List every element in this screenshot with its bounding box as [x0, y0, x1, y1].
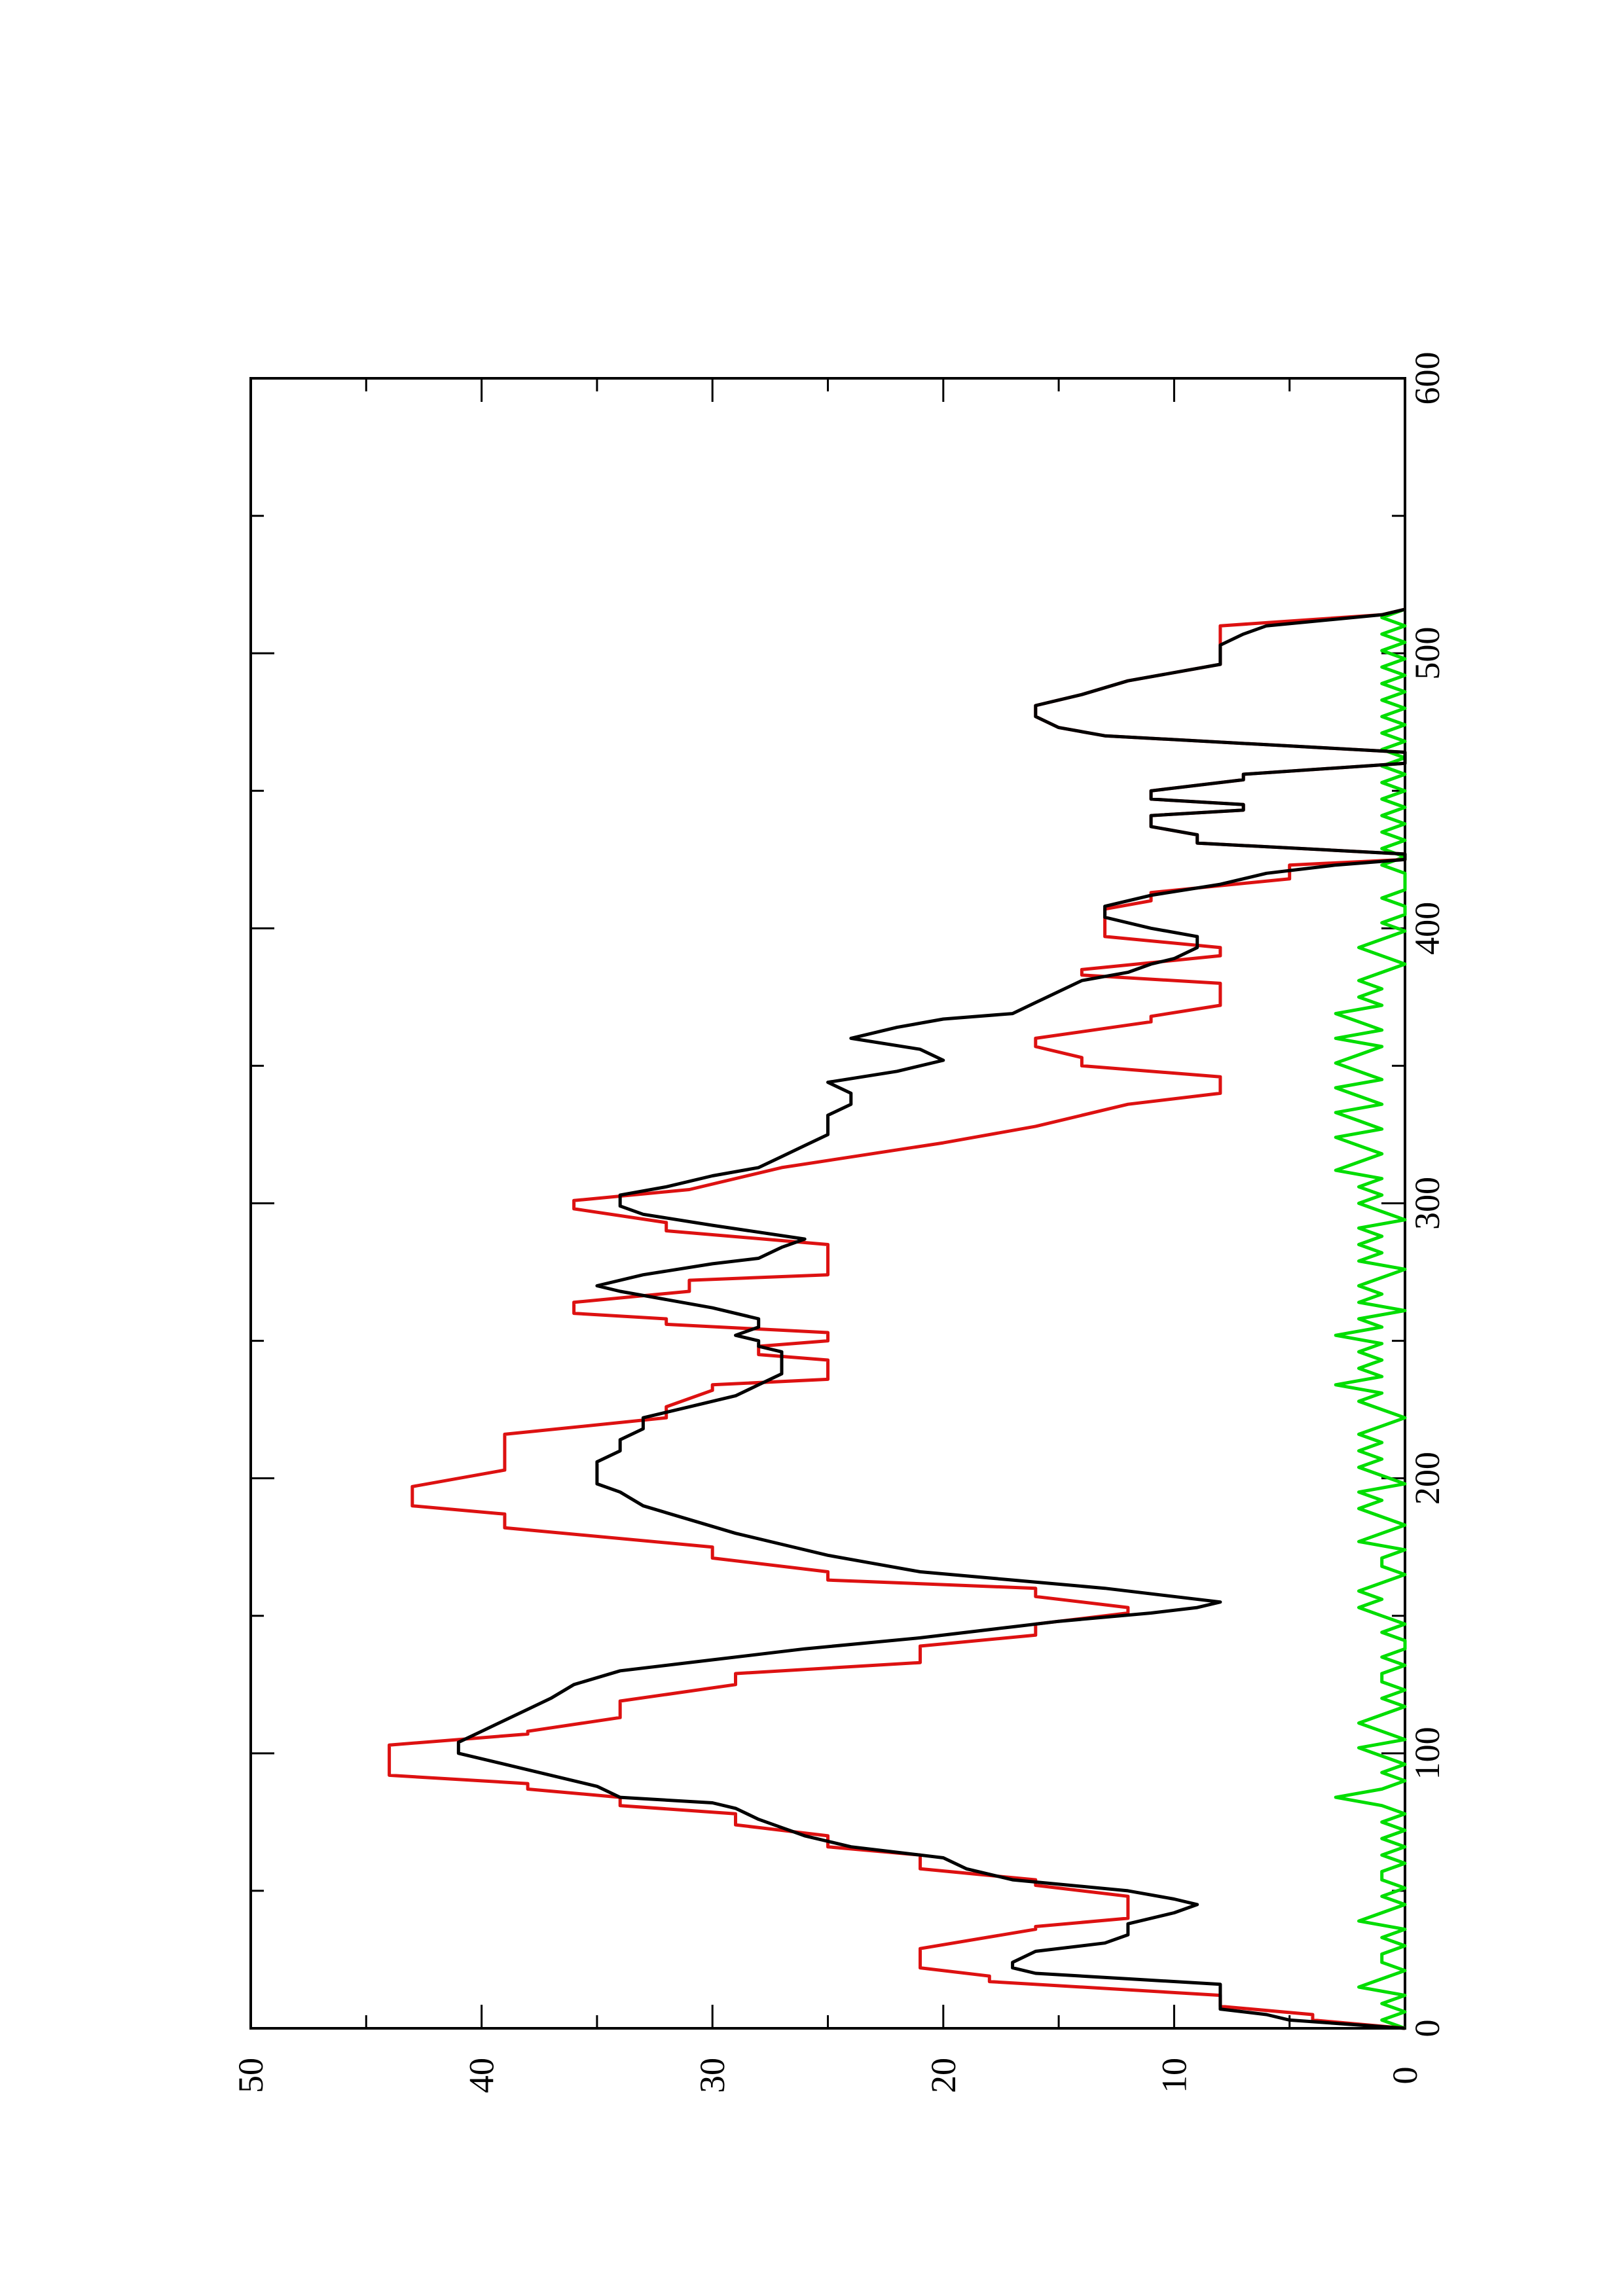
y-tick-label: 30	[693, 2058, 732, 2093]
series-line-2	[1334, 607, 1407, 2030]
y-tick-label: 0	[1385, 2067, 1425, 2085]
series-line-0	[388, 607, 1407, 2030]
x-tick-label: 300	[1408, 1177, 1447, 1230]
y-tick-label: 50	[231, 2058, 270, 2093]
axis-tick-labels: 0 100 200 300 400 500 600 0 10 20 30 40 50	[231, 352, 1447, 2094]
series-line-1	[456, 607, 1407, 2030]
series-layer	[388, 607, 1407, 2030]
y-tick-label: 40	[462, 2058, 501, 2093]
x-tick-label: 600	[1408, 352, 1447, 405]
y-tick-label: 10	[1154, 2058, 1194, 2093]
x-tick-label: 500	[1408, 627, 1447, 680]
y-tick-label: 20	[924, 2058, 963, 2093]
x-tick-label: 400	[1408, 902, 1447, 955]
axis-ticks	[249, 377, 1406, 2030]
x-tick-label: 200	[1408, 1452, 1447, 1505]
x-tick-label: 0	[1408, 2020, 1447, 2037]
x-tick-label: 100	[1408, 1727, 1447, 1780]
